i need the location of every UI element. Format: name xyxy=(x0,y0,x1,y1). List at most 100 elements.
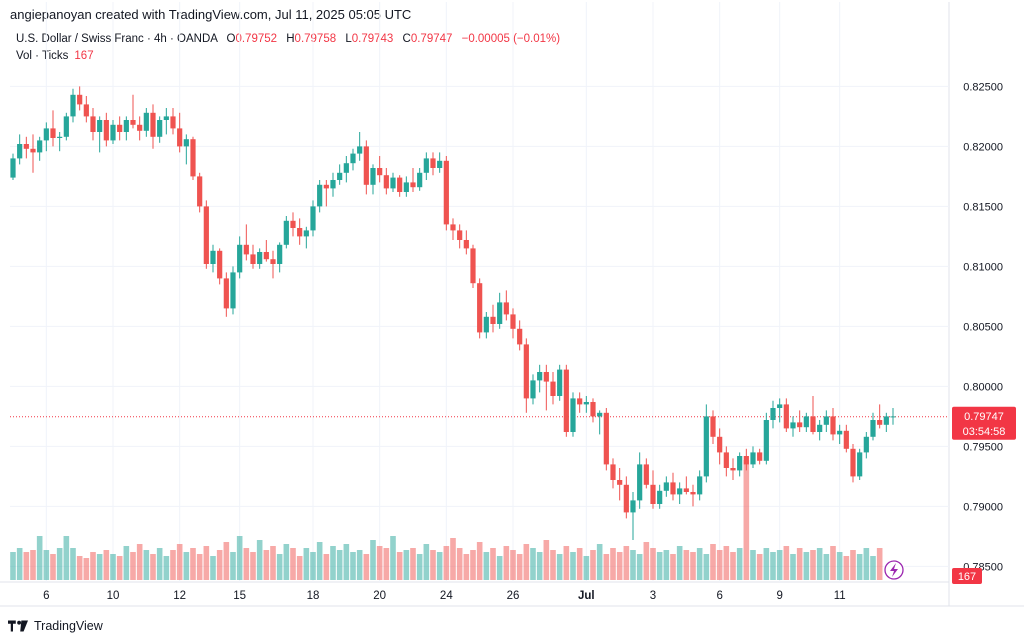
x-tick-label: 3 xyxy=(650,590,656,602)
volume-bar xyxy=(83,558,90,580)
volume-bar xyxy=(510,550,516,580)
volume-bar xyxy=(56,548,63,580)
volume-bar xyxy=(156,548,163,580)
y-tick-label: 0.79500 xyxy=(963,441,1003,453)
candle-body xyxy=(283,220,289,245)
volume-bar xyxy=(496,556,503,580)
volume-bar xyxy=(70,548,76,580)
volume-bar xyxy=(350,552,356,580)
last-price-label: 0.79747 xyxy=(964,411,1004,423)
volume-bar xyxy=(223,542,230,580)
candle-body xyxy=(157,120,163,137)
close-value: 0.79747 xyxy=(410,33,453,45)
candle-body xyxy=(850,448,856,477)
candle-body xyxy=(130,120,136,125)
volume-bar xyxy=(183,552,190,580)
volume-bar xyxy=(250,552,256,580)
candle-body xyxy=(837,430,843,435)
last-price-tag xyxy=(952,406,1016,440)
volume-bar xyxy=(730,552,736,580)
volume-bar xyxy=(196,554,203,580)
volume-bar xyxy=(410,548,416,580)
tradingview-logo-icon xyxy=(8,620,28,632)
volume-bar xyxy=(423,544,430,580)
open-label: O xyxy=(226,33,236,45)
volume-bar xyxy=(396,552,403,580)
ohlc-legend: U.S. Dollar / Swiss Franc · 4h · OANDA O… xyxy=(16,33,560,45)
y-tick-label: 0.82000 xyxy=(963,141,1003,153)
volume-bar xyxy=(750,550,756,580)
volume-bar xyxy=(470,550,476,580)
lightning-icon-bolt xyxy=(890,563,898,577)
volume-bar xyxy=(583,556,590,580)
candle-body xyxy=(797,422,803,428)
candle-body xyxy=(237,244,243,273)
volume-bar xyxy=(776,550,783,580)
candle-body xyxy=(857,452,863,477)
volume-bar xyxy=(443,546,450,580)
volume-bar xyxy=(130,552,136,580)
volume-bar xyxy=(456,548,463,580)
candle-body xyxy=(683,488,689,492)
candle-body xyxy=(377,168,383,176)
volume-bar xyxy=(543,540,550,580)
volume-bar xyxy=(96,554,103,580)
volume-bar xyxy=(310,552,316,580)
volume-bar xyxy=(516,554,523,580)
candle-body xyxy=(243,244,249,255)
candle-body xyxy=(457,230,463,240)
candle-body xyxy=(650,484,656,504)
candle-body xyxy=(703,416,709,477)
volume-bar xyxy=(483,552,490,580)
volume-bar xyxy=(403,550,410,580)
volume-bar xyxy=(176,544,183,580)
candle-body xyxy=(670,482,676,495)
volume-label[interactable]: Vol · Ticks xyxy=(16,50,69,62)
candle-body xyxy=(730,468,736,471)
candle-body xyxy=(417,172,423,188)
candle-body xyxy=(843,430,849,449)
volume-bar xyxy=(716,550,723,580)
x-tick-label: 9 xyxy=(776,590,782,602)
candle-body xyxy=(490,316,496,324)
volume-bar xyxy=(876,548,883,580)
volume-value: 167 xyxy=(74,50,94,62)
volume-bar xyxy=(383,548,390,580)
candle-body xyxy=(783,404,789,429)
candle-body xyxy=(103,120,109,141)
volume-bar xyxy=(490,548,496,580)
candle-body xyxy=(390,177,396,189)
volume-bar xyxy=(363,554,370,580)
x-tick-label: Jul xyxy=(578,590,595,602)
y-tick-label: 0.80500 xyxy=(963,321,1003,333)
volume-bar xyxy=(136,544,143,580)
volume-bar xyxy=(663,550,670,580)
candle-body xyxy=(450,224,456,231)
volume-bar xyxy=(10,552,16,580)
lightning-icon[interactable] xyxy=(884,560,904,580)
symbol-title[interactable]: U.S. Dollar / Swiss Franc · 4h · OANDA xyxy=(16,33,218,45)
x-tick-label: 6 xyxy=(716,590,722,602)
candle-body xyxy=(603,412,609,465)
candle-body xyxy=(697,476,703,495)
candle-body xyxy=(690,492,696,495)
candle-body xyxy=(817,424,823,432)
candle-body xyxy=(723,452,729,468)
candle-body xyxy=(517,328,523,345)
volume-bar xyxy=(330,546,336,580)
candle-body xyxy=(470,248,476,284)
volume-bar xyxy=(590,550,596,580)
volume-bar xyxy=(343,544,350,580)
volume-bar xyxy=(50,554,56,580)
candle-body xyxy=(810,416,816,432)
volume-bar xyxy=(530,548,536,580)
volume-bar xyxy=(656,552,663,580)
volume-bar xyxy=(803,552,810,580)
candle-body xyxy=(57,136,63,138)
candle-body xyxy=(623,484,629,513)
candle-body xyxy=(370,168,376,185)
low-label: L xyxy=(345,33,352,45)
candle-body xyxy=(410,182,416,188)
volume-bar xyxy=(683,550,690,580)
